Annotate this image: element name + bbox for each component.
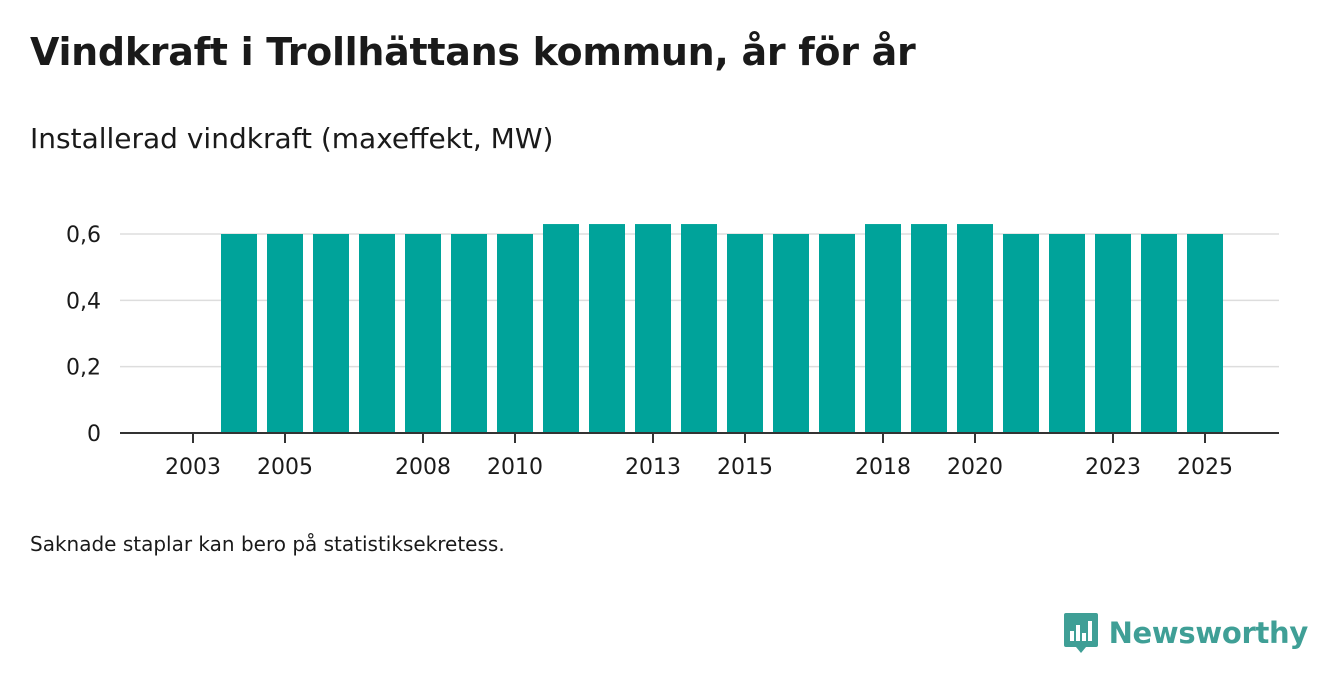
y-tick-label: 0,4 bbox=[66, 289, 101, 314]
bar-2025 bbox=[1187, 234, 1223, 433]
x-tick-label: 2018 bbox=[855, 455, 911, 480]
newsworthy-logo-icon bbox=[1063, 613, 1098, 653]
bar-2020 bbox=[957, 224, 993, 433]
x-tick-label: 2023 bbox=[1085, 455, 1141, 480]
chart-subtitle: Installerad vindkraft (maxeffekt, MW) bbox=[30, 122, 554, 155]
x-tick-label: 2020 bbox=[947, 455, 1003, 480]
x-tick-label: 2008 bbox=[395, 455, 451, 480]
y-tick-label: 0,2 bbox=[66, 356, 101, 381]
y-tick-label: 0 bbox=[87, 422, 101, 447]
bar-2014 bbox=[681, 224, 717, 433]
bar-2023 bbox=[1095, 234, 1131, 433]
bar-2009 bbox=[451, 234, 487, 433]
brand-logo[interactable]: Newsworthy bbox=[1063, 611, 1308, 655]
bar-2006 bbox=[313, 234, 349, 433]
bar-2013 bbox=[635, 224, 671, 433]
bars bbox=[221, 224, 1223, 433]
bar-2007 bbox=[359, 234, 395, 433]
bar-2024 bbox=[1141, 234, 1177, 433]
chart-title: Vindkraft i Trollhättans kommun, år för … bbox=[30, 30, 916, 74]
bar-2019 bbox=[911, 224, 947, 433]
footnote: Saknade staplar kan bero på statistiksek… bbox=[30, 532, 505, 556]
x-tick-label: 2013 bbox=[625, 455, 681, 480]
bar-2012 bbox=[589, 224, 625, 433]
x-tick-label: 2015 bbox=[717, 455, 773, 480]
axes: 0 0,2 0,4 0,6 2003 2005 2008 2010 2013 2015 2018 20… bbox=[66, 223, 1279, 480]
bar-2005 bbox=[267, 234, 303, 433]
bar-2011 bbox=[543, 224, 579, 433]
bar-2022 bbox=[1049, 234, 1085, 433]
bar-2015 bbox=[727, 234, 763, 433]
x-tick-label: 2003 bbox=[165, 455, 221, 480]
bar-2008 bbox=[405, 234, 441, 433]
bar-2016 bbox=[773, 234, 809, 433]
y-tick-label: 0,6 bbox=[66, 223, 101, 248]
bar-2017 bbox=[819, 234, 855, 433]
bar-2010 bbox=[497, 234, 533, 433]
bar-2004 bbox=[221, 234, 257, 433]
brand-name: Newsworthy bbox=[1108, 616, 1309, 650]
x-tick-label: 2010 bbox=[487, 455, 543, 480]
bar-2018 bbox=[865, 224, 901, 433]
x-tick-label: 2005 bbox=[257, 455, 313, 480]
x-tick-label: 2025 bbox=[1177, 455, 1233, 480]
bar-2021 bbox=[1003, 234, 1039, 433]
